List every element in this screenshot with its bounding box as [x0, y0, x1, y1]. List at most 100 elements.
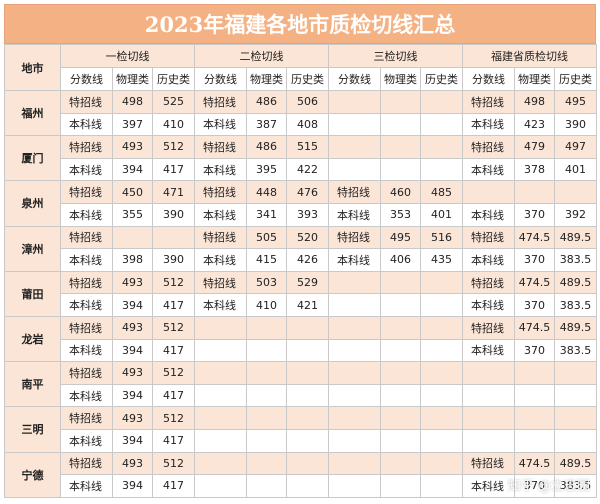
history-score-cell: 489.5 [554, 225, 597, 250]
physics-score-cell: 370 [514, 338, 555, 363]
history-score-cell [286, 361, 329, 385]
line-label-cell [194, 338, 247, 363]
history-score-cell: 497 [554, 135, 597, 159]
city-cell: 厦门 [4, 135, 61, 182]
line-label-cell: 本科线 [60, 338, 113, 363]
page-title: 2023年福建各地市质检切线汇总 [4, 4, 596, 44]
line-label-cell: 本科线 [462, 293, 515, 317]
history-score-cell [554, 361, 597, 385]
line-label-cell: 特招线 [194, 90, 247, 114]
sub-header: 物理类 [380, 67, 421, 91]
table-row: 本科线 355 390 本科线 341 393 本科线 353 401 本科线 370 392 [5, 202, 597, 227]
sub-header: 物理类 [246, 67, 287, 91]
physics-score-cell [380, 428, 421, 453]
group-header-1: 一检切线 [60, 44, 195, 68]
history-score-cell [420, 451, 463, 476]
history-score-cell [286, 383, 329, 408]
line-label-cell [462, 383, 515, 408]
physics-score-cell [380, 338, 421, 363]
history-score-cell: 512 [152, 361, 195, 385]
line-label-cell [462, 361, 515, 385]
line-label-cell: 特招线 [60, 451, 113, 476]
physics-score-cell [380, 135, 421, 159]
physics-score-cell: 479 [514, 135, 555, 159]
physics-score-cell [246, 361, 287, 385]
line-label-cell: 特招线 [462, 451, 515, 476]
physics-score-cell: 493 [112, 315, 153, 340]
line-label-cell: 本科线 [462, 157, 515, 182]
line-label-cell: 本科线 [194, 202, 247, 227]
history-score-cell: 401 [420, 202, 463, 227]
physics-score-cell: 370 [514, 202, 555, 227]
line-label-cell [194, 406, 247, 430]
history-score-cell [554, 428, 597, 453]
table-row: 本科线 394 417 本科线 395 422 本科线 378 401 [5, 157, 597, 182]
physics-score-cell: 398 [112, 248, 153, 272]
history-score-cell [554, 406, 597, 430]
line-label-cell [328, 270, 381, 295]
physics-score-cell [514, 406, 555, 430]
physics-score-cell [514, 361, 555, 385]
history-score-cell: 421 [286, 293, 329, 317]
line-label-cell: 本科线 [60, 202, 113, 227]
physics-score-cell [246, 338, 287, 363]
sub-header: 分数线 [60, 67, 113, 91]
line-label-cell: 特招线 [328, 225, 381, 250]
line-label-cell: 本科线 [462, 248, 515, 272]
physics-score-cell: 394 [112, 383, 153, 408]
physics-score-cell [514, 428, 555, 453]
physics-score-cell: 493 [112, 451, 153, 476]
line-label-cell [328, 315, 381, 340]
line-label-cell [328, 90, 381, 114]
line-label-cell: 本科线 [462, 112, 515, 137]
summary-sheet: 2023年福建各地市质检切线汇总 地市 一检切线 二检切线 三检切线 福建省质检… [4, 4, 597, 500]
history-score-cell: 489.5 [554, 315, 597, 340]
history-score-cell [420, 90, 463, 114]
history-score-cell [554, 180, 597, 204]
line-label-cell: 本科线 [60, 428, 113, 453]
group-header-4: 福建省质检切线 [462, 44, 597, 68]
city-cell: 莆田 [4, 270, 61, 317]
history-score-cell: 516 [420, 225, 463, 250]
line-label-cell: 本科线 [60, 248, 113, 272]
line-label-cell [194, 383, 247, 408]
physics-score-cell: 370 [514, 293, 555, 317]
city-cell: 龙岩 [4, 315, 61, 363]
history-score-cell: 408 [286, 112, 329, 137]
line-label-cell: 特招线 [462, 135, 515, 159]
physics-score-cell: 415 [246, 248, 287, 272]
history-score-cell [420, 315, 463, 340]
history-score-cell [286, 474, 329, 498]
history-score-cell: 383.5 [554, 474, 597, 498]
physics-score-cell [246, 315, 287, 340]
line-label-cell: 特招线 [194, 135, 247, 159]
line-label-cell: 本科线 [60, 383, 113, 408]
line-label-cell: 特招线 [462, 225, 515, 250]
line-label-cell: 本科线 [60, 112, 113, 137]
physics-score-cell: 493 [112, 406, 153, 430]
table-row: 龙岩 特招线 493 512 特招线 474.5 489.5 [4, 315, 597, 363]
watermark: 知乎 @立志园 [507, 479, 590, 494]
sub-header: 历史类 [152, 67, 195, 91]
history-score-cell: 417 [152, 383, 195, 408]
sub-header: 物理类 [112, 67, 153, 91]
physics-score-cell: 394 [112, 428, 153, 453]
physics-score-cell [514, 383, 555, 408]
city-cell: 泉州 [4, 180, 61, 227]
line-label-cell [328, 112, 381, 137]
line-label-cell: 特招线 [60, 90, 113, 114]
physics-score-cell: 474.5 [514, 451, 555, 476]
history-score-cell: 417 [152, 428, 195, 453]
city-cell: 三明 [4, 406, 61, 453]
line-label-cell: 特招线 [60, 406, 113, 430]
physics-score-cell: 503 [246, 270, 287, 295]
line-label-cell [194, 428, 247, 453]
table-row: 本科线 394 417 [5, 428, 597, 453]
history-score-cell: 485 [420, 180, 463, 204]
physics-score-cell [246, 474, 287, 498]
physics-score-cell: 423 [514, 112, 555, 137]
history-score-cell: 417 [152, 474, 195, 498]
history-score-cell [420, 428, 463, 453]
line-label-cell: 特招线 [194, 180, 247, 204]
history-score-cell: 520 [286, 225, 329, 250]
